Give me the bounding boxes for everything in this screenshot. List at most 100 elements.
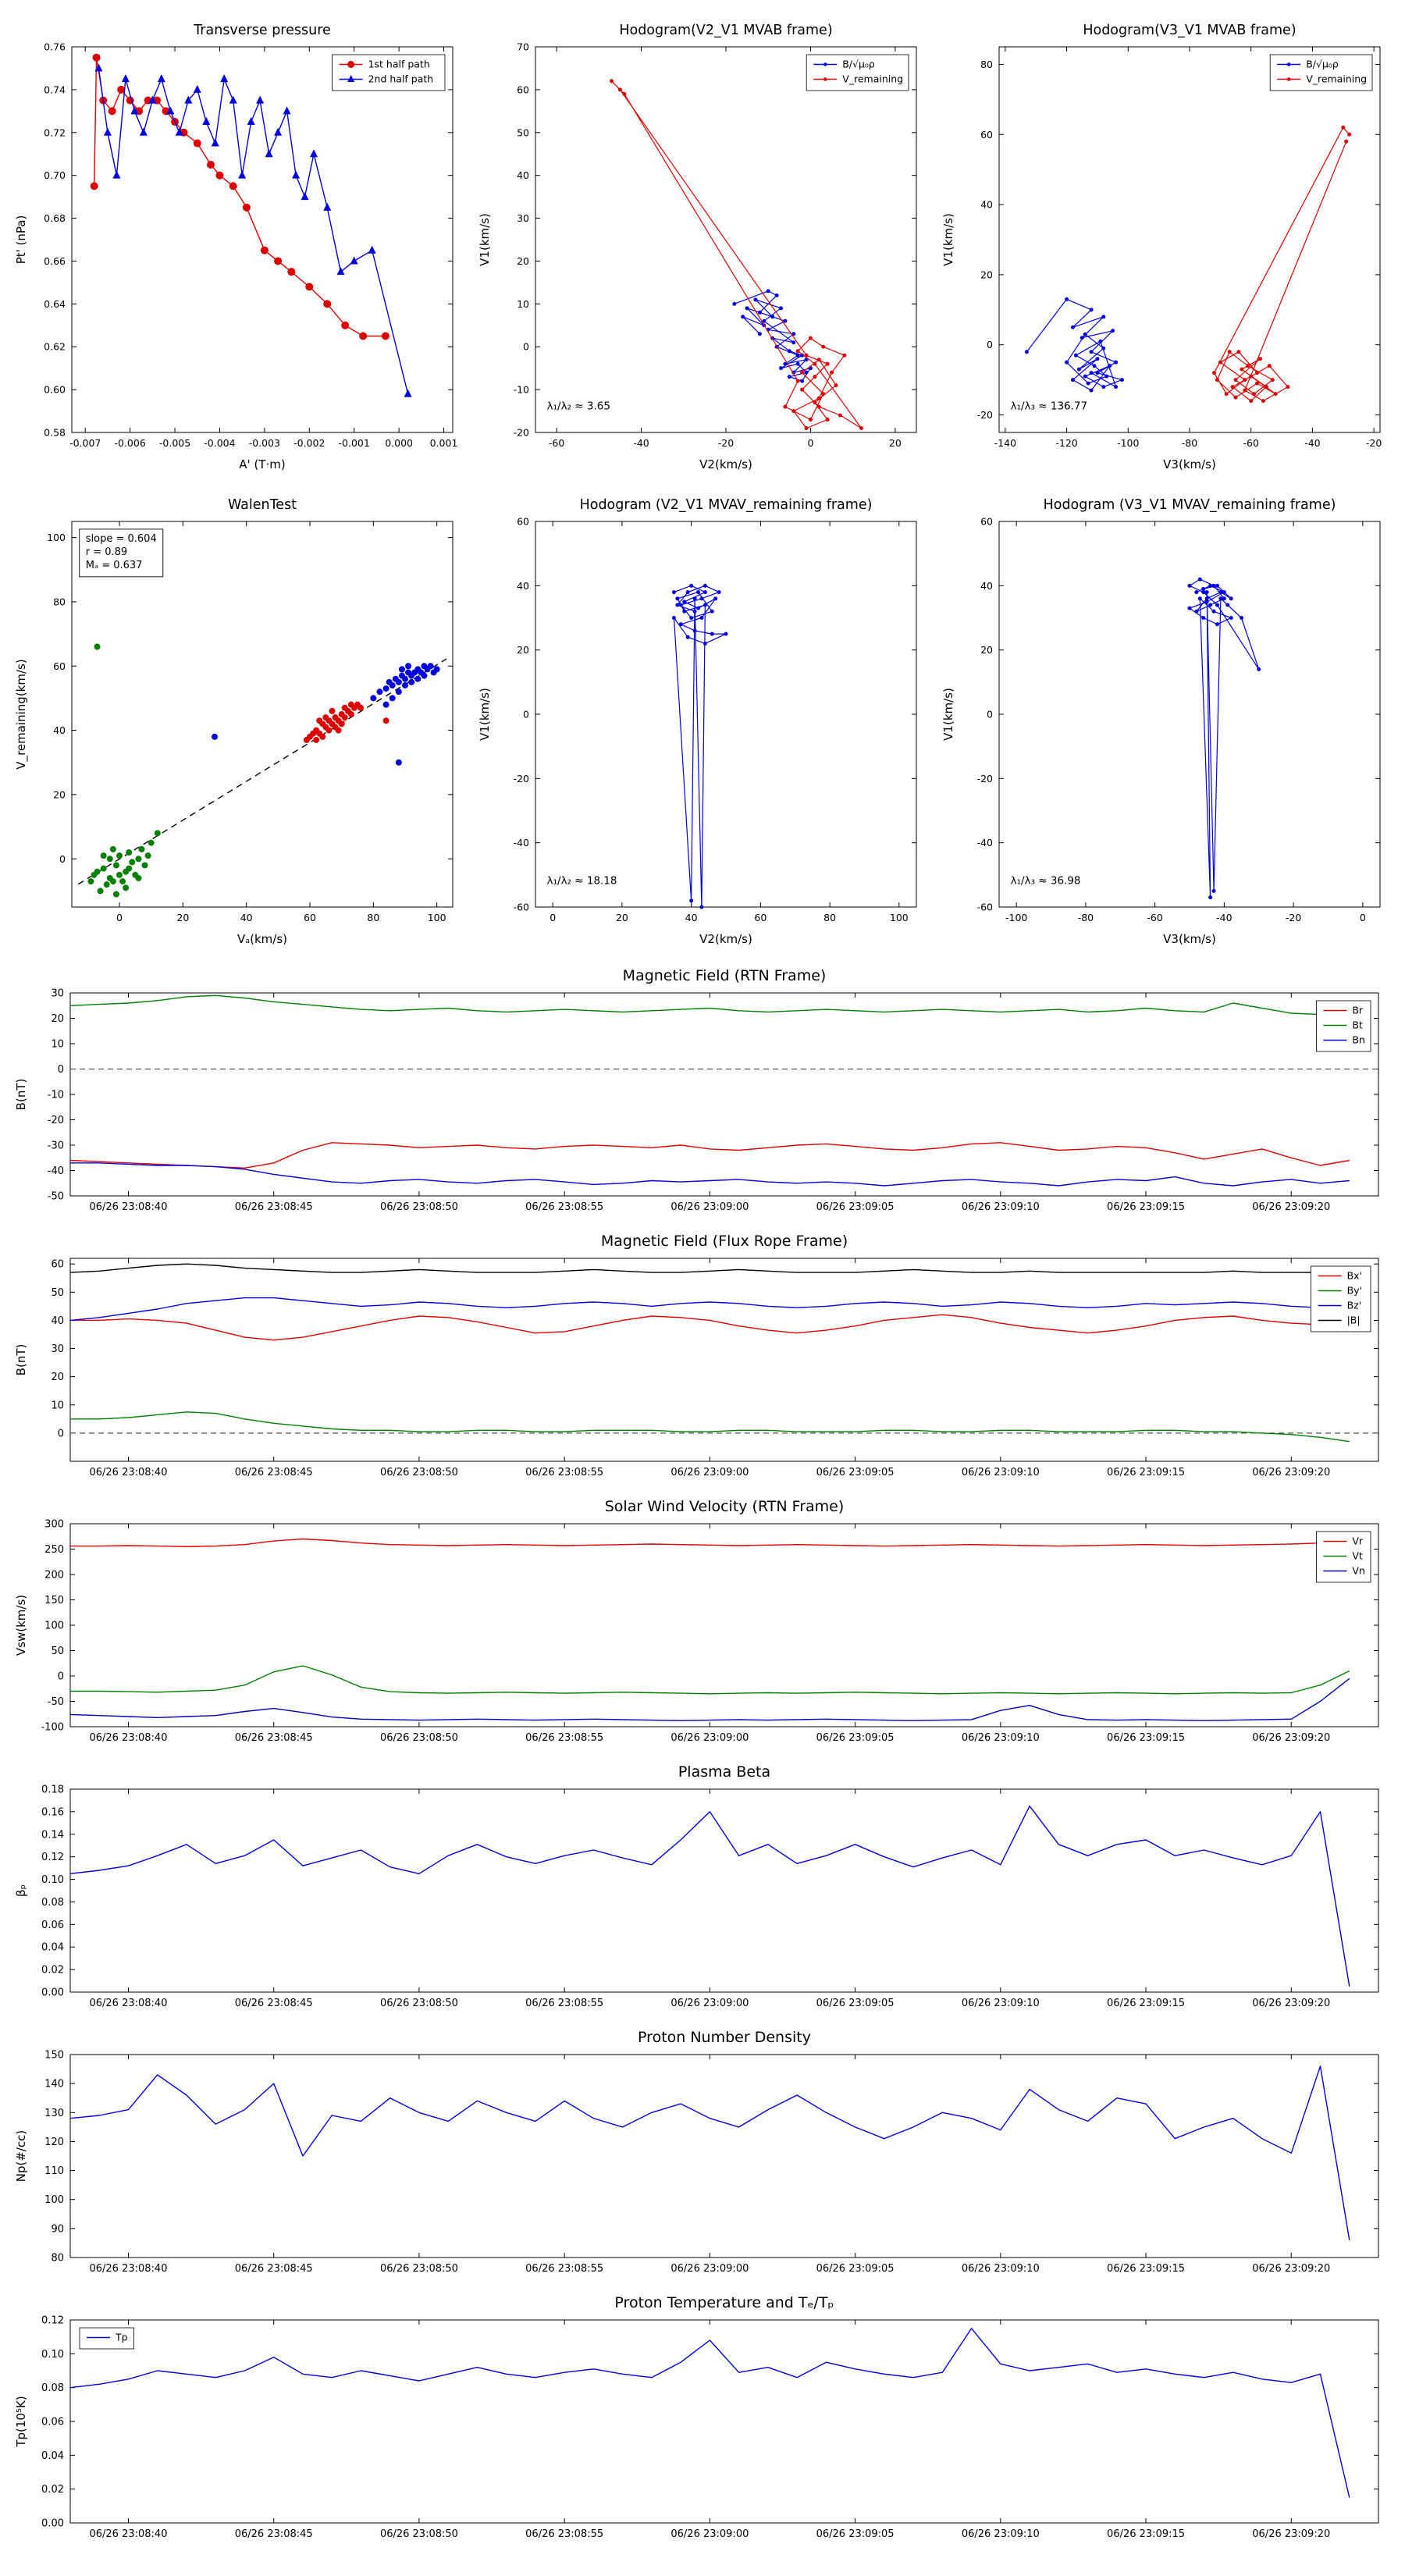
svg-text:-20: -20 [977,409,993,421]
svg-text:0: 0 [58,1428,64,1439]
svg-text:40: 40 [517,580,529,592]
svg-text:βₚ: βₚ [14,1884,28,1897]
svg-text:-20: -20 [1366,437,1382,449]
svg-text:-30: -30 [48,1140,64,1152]
svg-text:WalenTest: WalenTest [228,497,297,513]
svg-text:100: 100 [890,912,909,923]
svg-text:06/26 23:08:40: 06/26 23:08:40 [89,1467,167,1478]
svg-text:V_remaining(km/s): V_remaining(km/s) [14,659,29,769]
svg-text:-40: -40 [633,437,649,449]
timeseries-panels: 06/26 23:08:40 06/26 23:08:45 06/26 23:08:… [9,959,1396,2551]
svg-text:06/26 23:08:55: 06/26 23:08:55 [525,1998,603,2009]
svg-text:06/26 23:09:00: 06/26 23:09:00 [670,1201,749,1213]
svg-text:06/26 23:09:10: 06/26 23:09:10 [962,1998,1040,2009]
svg-text:V1(km/s): V1(km/s) [478,688,492,741]
svg-text:-0.007: -0.007 [69,437,101,449]
svg-text:80: 80 [51,2253,64,2265]
svg-text:-20: -20 [718,437,734,449]
svg-text:-0.003: -0.003 [249,437,280,449]
svg-text:-40: -40 [1304,437,1320,449]
svg-text:Tp(10⁵K): Tp(10⁵K) [14,2396,28,2447]
svg-text:20: 20 [51,1372,64,1383]
svg-text:Hodogram (V3_V1 MVAV_remaining: Hodogram (V3_V1 MVAV_remaining frame) [1044,497,1336,513]
svg-text:0: 0 [116,912,123,923]
svg-text:Bn: Bn [1352,1034,1365,1046]
svg-text:2nd half path: 2nd half path [368,73,434,85]
svg-text:20: 20 [51,1013,64,1025]
svg-text:06/26 23:09:05: 06/26 23:09:05 [816,1467,895,1478]
svg-text:06/26 23:09:15: 06/26 23:09:15 [1107,2263,1185,2275]
svg-text:0: 0 [523,341,529,353]
panel-hodogram-v2-v1-mvab: -60 -40 -20 0 20 -20 -10 0 10 20 30 40 50 60 70 Hodogra… [473,9,932,478]
svg-text:-40: -40 [977,837,993,849]
svg-text:Proton Temperature and Tₑ/Tₚ: Proton Temperature and Tₑ/Tₚ [614,2294,834,2311]
svg-text:06/26 23:08:50: 06/26 23:08:50 [380,1732,458,1744]
svg-text:V_remaining: V_remaining [1306,73,1367,85]
svg-text:0.04: 0.04 [41,2450,64,2462]
svg-text:-60: -60 [549,437,564,449]
svg-text:0.00: 0.00 [41,1987,64,1999]
chart-solar-wind-velocity: 06/26 23:08:40 06/26 23:08:45 06/26 23:08:… [9,1489,1396,1755]
svg-text:0: 0 [58,1671,64,1683]
svg-text:06/26 23:09:20: 06/26 23:09:20 [1252,2263,1330,2275]
panel-transverse-pressure: -0.007 -0.006 -0.005 -0.004 -0.003 -0.002 -0.0… [9,9,468,478]
svg-text:80: 80 [980,59,993,70]
svg-text:λ₁/λ₃ ≈ 36.98: λ₁/λ₃ ≈ 36.98 [1011,874,1081,887]
svg-text:0.06: 0.06 [41,2417,64,2428]
svg-text:20: 20 [176,912,189,923]
svg-text:06/26 23:09:20: 06/26 23:09:20 [1252,1998,1330,2009]
svg-text:06/26 23:09:10: 06/26 23:09:10 [962,1467,1040,1478]
svg-text:06/26 23:08:45: 06/26 23:08:45 [235,1998,313,2009]
svg-text:60: 60 [980,516,993,528]
svg-text:200: 200 [44,1570,64,1582]
svg-text:0.02: 0.02 [41,1965,64,1976]
svg-text:60: 60 [754,912,767,923]
svg-text:06/26 23:08:50: 06/26 23:08:50 [380,2263,458,2275]
svg-text:0: 0 [807,437,813,449]
svg-text:-50: -50 [48,1696,64,1708]
svg-text:-0.004: -0.004 [204,437,235,449]
svg-text:06/26 23:09:20: 06/26 23:09:20 [1252,1467,1330,1478]
svg-text:20: 20 [517,255,529,267]
svg-text:80: 80 [367,912,379,923]
svg-text:V1(km/s): V1(km/s) [941,688,955,741]
svg-text:06/26 23:08:55: 06/26 23:08:55 [525,2263,603,2275]
svg-text:06/26 23:08:50: 06/26 23:08:50 [380,1201,458,1213]
svg-text:40: 40 [685,912,698,923]
chart-hodogram-v3-v1-mvab: -140 -120 -100 -80 -60 -40 -20 -20 0 20 40 60 80 Hodo… [937,9,1396,478]
svg-text:60: 60 [51,1259,64,1271]
svg-text:06/26 23:09:20: 06/26 23:09:20 [1252,1201,1330,1213]
svg-text:06/26 23:09:00: 06/26 23:09:00 [670,2528,749,2540]
svg-text:Bx': Bx' [1347,1270,1362,1282]
chart-magnetic-field-rtn: 06/26 23:08:40 06/26 23:08:45 06/26 23:08:… [9,959,1396,1224]
svg-text:06/26 23:09:05: 06/26 23:09:05 [816,1998,895,2009]
svg-text:-60: -60 [514,902,529,913]
svg-text:-40: -40 [48,1165,64,1177]
svg-text:0.12: 0.12 [41,2315,64,2327]
svg-text:06/26 23:09:00: 06/26 23:09:00 [670,1467,749,1478]
panel-hodogram-v3-v1-mvav: -100 -80 -60 -40 -20 0 -60 -40 -20 0 20 40 60 Hodogra… [937,484,1396,952]
chart-hodogram-v2-v1-mvav: 0 20 40 60 80 100 -60 -40 -20 0 20 40 60 Hodogram (V2… [473,484,932,952]
svg-text:06/26 23:09:05: 06/26 23:09:05 [816,2528,895,2540]
svg-text:0.58: 0.58 [44,427,66,439]
svg-text:0.02: 0.02 [41,2484,64,2496]
svg-text:06/26 23:08:45: 06/26 23:08:45 [235,1467,313,1478]
svg-text:-100: -100 [41,1722,64,1734]
svg-text:06/26 23:09:00: 06/26 23:09:00 [670,1998,749,2009]
svg-text:Magnetic Field (RTN Frame): Magnetic Field (RTN Frame) [623,967,827,984]
svg-text:Tp: Tp [115,2332,128,2343]
svg-text:06/26 23:09:15: 06/26 23:09:15 [1107,2528,1185,2540]
svg-text:06/26 23:08:55: 06/26 23:08:55 [525,1201,603,1213]
svg-text:0.62: 0.62 [44,341,66,353]
svg-text:60: 60 [517,84,529,95]
svg-text:06/26 23:09:10: 06/26 23:09:10 [962,2263,1040,2275]
svg-text:-0.006: -0.006 [114,437,145,449]
svg-text:Vt: Vt [1352,1550,1363,1562]
svg-text:20: 20 [980,644,993,656]
svg-text:r = 0.89: r = 0.89 [86,546,127,558]
svg-text:06/26 23:08:50: 06/26 23:08:50 [380,2528,458,2540]
svg-text:Solar Wind Velocity (RTN Frame: Solar Wind Velocity (RTN Frame) [605,1498,845,1515]
svg-text:06/26 23:09:00: 06/26 23:09:00 [670,2263,749,2275]
svg-text:0.08: 0.08 [41,1897,64,1909]
svg-text:06/26 23:08:40: 06/26 23:08:40 [89,2528,167,2540]
